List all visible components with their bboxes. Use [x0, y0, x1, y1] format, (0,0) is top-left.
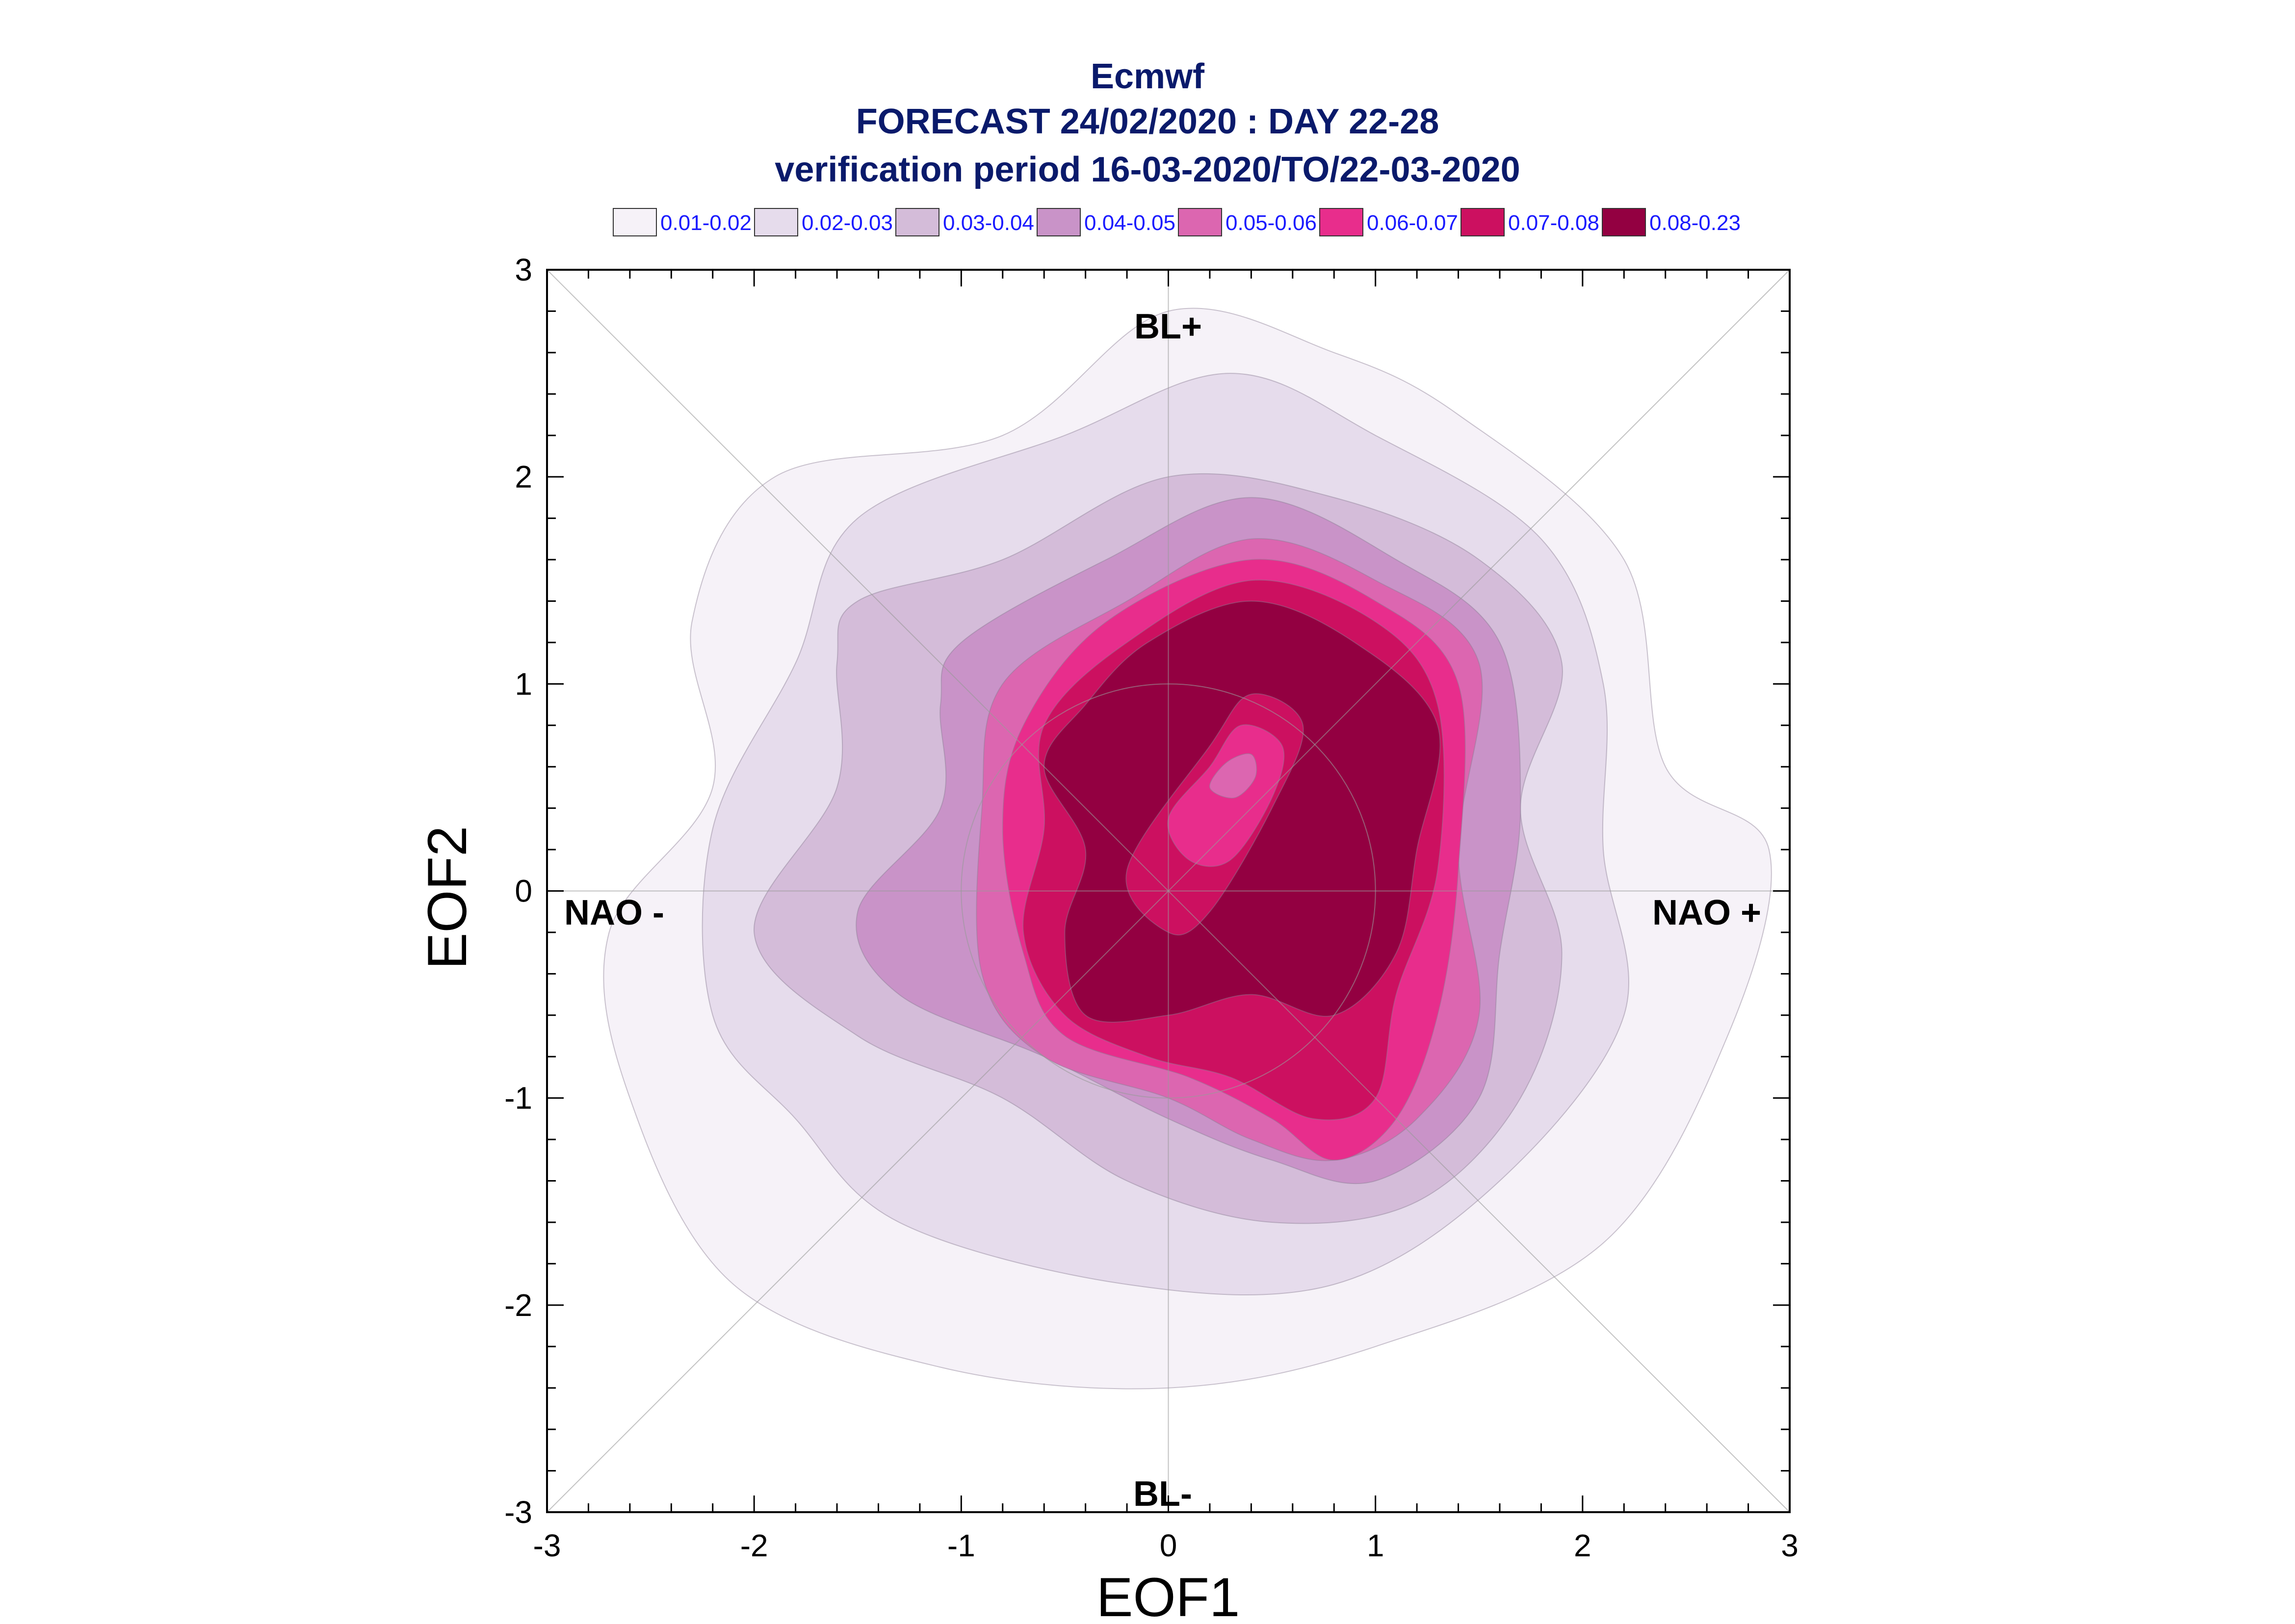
- x-tick-label: 0: [1160, 1528, 1177, 1563]
- legend: 0.01-0.02 0.02-0.03 0.03-0.04 0.04-0.05 0.05…: [613, 208, 1741, 236]
- legend-swatch-2: [895, 208, 939, 236]
- axis-ticks: -3 -2 -1 0 1 2 3 -3 -2 -1 0 1 2 3: [504, 252, 1799, 1563]
- regime-label-nao-plus: NAO +: [1652, 893, 1761, 932]
- legend-swatch-1: [754, 208, 798, 236]
- y-tick-label: -3: [504, 1495, 532, 1530]
- diagonal-line-2: [547, 269, 1790, 1513]
- x-tick-label: 2: [1574, 1528, 1591, 1563]
- legend-label-2: 0.03-0.04: [943, 211, 1034, 235]
- x-tick-label: -3: [533, 1528, 561, 1563]
- legend-swatch-7: [1602, 208, 1646, 236]
- legend-swatch-0: [613, 208, 657, 236]
- legend-label-6: 0.07-0.08: [1508, 211, 1599, 235]
- regime-label-nao-minus: NAO -: [564, 893, 664, 932]
- legend-label-3: 0.04-0.05: [1084, 211, 1175, 235]
- regime-label-bl-minus: BL-: [1133, 1474, 1192, 1514]
- regime-label-bl-plus: BL+: [1134, 307, 1202, 346]
- title-line-3: verification period 16-03-2020/TO/22-03-…: [775, 150, 1520, 189]
- legend-swatch-5: [1319, 208, 1363, 236]
- contour-fill-layer: [603, 308, 1772, 1390]
- unit-circle: [961, 683, 1376, 1099]
- x-tick-label: -2: [740, 1528, 768, 1563]
- x-tick-label: 3: [1781, 1528, 1799, 1563]
- x-tick-label: -1: [947, 1528, 975, 1563]
- chart-title: Ecmwf FORECAST 24/02/2020 : DAY 22-28 ve…: [775, 57, 1520, 189]
- y-tick-label: 2: [515, 459, 532, 494]
- legend-swatch-6: [1460, 208, 1505, 236]
- legend-swatch-4: [1178, 208, 1222, 236]
- legend-label-4: 0.05-0.06: [1226, 211, 1317, 235]
- contour-level-4-region-10: [1209, 753, 1257, 799]
- title-line-1: Ecmwf: [1091, 57, 1205, 96]
- regime-labels: BL+ BL- NAO - NAO +: [564, 307, 1761, 1514]
- legend-label-1: 0.02-0.03: [802, 211, 893, 235]
- y-tick-label: -1: [504, 1081, 532, 1116]
- y-tick-label: 1: [515, 666, 532, 701]
- x-axis-label: EOF1: [1096, 1567, 1240, 1624]
- legend-label-5: 0.06-0.07: [1367, 211, 1458, 235]
- y-tick-label: 3: [515, 252, 532, 287]
- legend-label-0: 0.01-0.02: [660, 211, 752, 235]
- legend-label-7: 0.08-0.23: [1649, 211, 1741, 235]
- y-axis-label: EOF2: [417, 826, 478, 970]
- y-tick-label: -2: [504, 1288, 532, 1323]
- x-tick-label: 1: [1367, 1528, 1384, 1563]
- legend-swatch-3: [1037, 208, 1081, 236]
- guide-lines: [547, 269, 1790, 1513]
- title-line-2: FORECAST 24/02/2020 : DAY 22-28: [856, 102, 1439, 141]
- y-tick-label: 0: [515, 874, 532, 909]
